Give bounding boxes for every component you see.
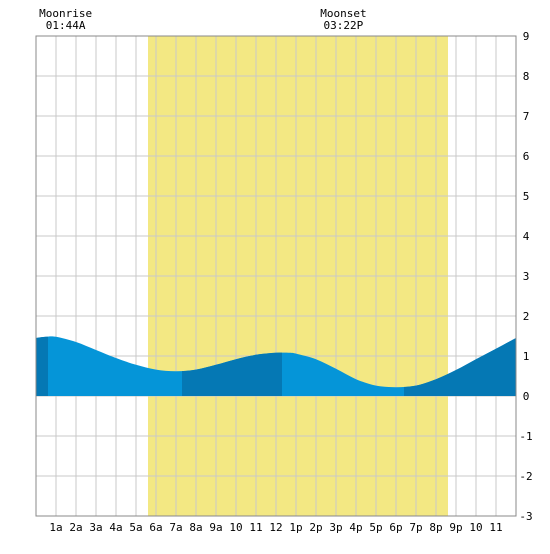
y-tick-label: 9 [523,30,530,43]
x-tick-labels: 1a 2a 3a 4a 5a 6a 7a 8a 9a 10 11 12 1p 2p 3p 4p 5p 6p 7p 8p… [49,521,502,534]
y-tick-label: -3 [519,510,532,523]
x-tick-label: 9p [449,521,462,534]
y-tick-label: 5 [523,190,530,203]
x-tick-label: 2p [309,521,322,534]
frame-layer [35,35,517,517]
y-tick-label: -2 [519,470,532,483]
x-tick-label: 10 [469,521,482,534]
y-tick-labels: -3 -2 -1 0 1 2 3 4 5 6 7 8 9 [519,30,532,523]
x-tick-label: 1p [289,521,302,534]
x-tick-label: 2a [69,521,82,534]
plot-frame [35,35,517,517]
y-tick-label: 2 [523,310,530,323]
y-tick-label: 1 [523,350,530,363]
x-tick-label: 5p [369,521,382,534]
x-tick-label: 7p [409,521,422,534]
x-tick-label: 6p [389,521,402,534]
y-tick-label: 4 [523,230,530,243]
x-tick-label: 6a [149,521,162,534]
moonrise-time: 01:44A [46,19,86,32]
x-tick-label: 5a [129,521,142,534]
moonrise-label: Moonrise [39,7,92,20]
x-tick-label: 8p [429,521,442,534]
x-tick-label: 9a [209,521,222,534]
y-tick-label: 7 [523,110,530,123]
x-tick-label: 3p [329,521,342,534]
x-tick-label: 10 [229,521,242,534]
x-tick-label: 3a [89,521,102,534]
moon-labels: Moonrise 01:44A Moonset 03:22P [39,7,366,32]
grid-layer [36,35,516,517]
x-tick-label: 4a [109,521,122,534]
x-tick-label: 11 [249,521,262,534]
tide-dark-band [36,336,48,396]
y-tick-label: 0 [523,390,530,403]
x-tick-label: 4p [349,521,362,534]
moonset-time: 03:22P [324,19,364,32]
y-tick-label: 6 [523,150,530,163]
x-tick-label: 7a [169,521,182,534]
x-tick-label: 1a [49,521,62,534]
y-tick-label: 3 [523,270,530,283]
y-tick-label: 8 [523,70,530,83]
y-tick-label: -1 [519,430,532,443]
x-tick-label: 12 [269,521,282,534]
x-tick-label: 8a [189,521,202,534]
x-tick-label: 11 [489,521,502,534]
moonset-label: Moonset [320,7,366,20]
